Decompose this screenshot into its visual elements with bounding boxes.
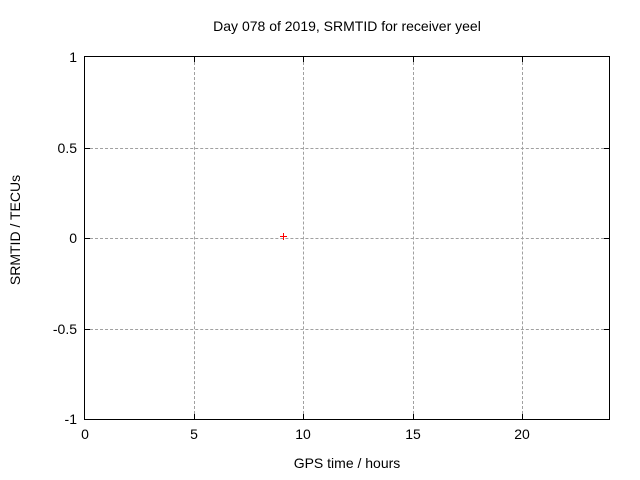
- x-tick-mark-bottom: [522, 414, 523, 419]
- x-tick-mark-top: [522, 57, 523, 62]
- x-axis-label: GPS time / hours: [293, 455, 401, 471]
- y-tick-labels: -1 -0.5 0 0.5 1: [0, 0, 77, 480]
- y-gridline: [85, 148, 609, 149]
- x-tick-label: 10: [295, 426, 311, 442]
- x-tick-mark-bottom: [413, 414, 414, 419]
- x-tick-mark-top: [194, 57, 195, 62]
- x-tick-label: 0: [81, 426, 89, 442]
- y-tick-mark-right: [604, 238, 609, 239]
- data-point-marker: [280, 233, 287, 240]
- y-tick-mark-left: [85, 148, 90, 149]
- chart-title: Day 078 of 2019, SRMTID for receiver yee…: [213, 18, 481, 34]
- x-tick-label: 5: [190, 426, 198, 442]
- y-tick-label: 1: [69, 49, 77, 65]
- y-tick-label: 0.5: [57, 140, 77, 156]
- x-tick-mark-bottom: [303, 414, 304, 419]
- x-tick-labels: 0 5 10 15 20: [0, 426, 640, 442]
- y-gridline: [85, 329, 609, 330]
- y-tick-label: -1: [64, 411, 77, 427]
- y-tick-mark-right: [604, 329, 609, 330]
- y-tick-label: -0.5: [52, 321, 77, 337]
- y-gridline: [85, 238, 609, 239]
- y-tick-mark-left: [85, 238, 90, 239]
- x-tick-label: 15: [405, 426, 421, 442]
- y-tick-mark-left: [85, 329, 90, 330]
- x-tick-mark-top: [303, 57, 304, 62]
- y-tick-mark-right: [604, 148, 609, 149]
- plot-area: [84, 56, 610, 420]
- x-tick-mark-top: [413, 57, 414, 62]
- x-tick-mark-bottom: [194, 414, 195, 419]
- marker-bar-vertical: [283, 233, 284, 240]
- y-tick-label: 0: [69, 230, 77, 246]
- x-tick-label: 20: [514, 426, 530, 442]
